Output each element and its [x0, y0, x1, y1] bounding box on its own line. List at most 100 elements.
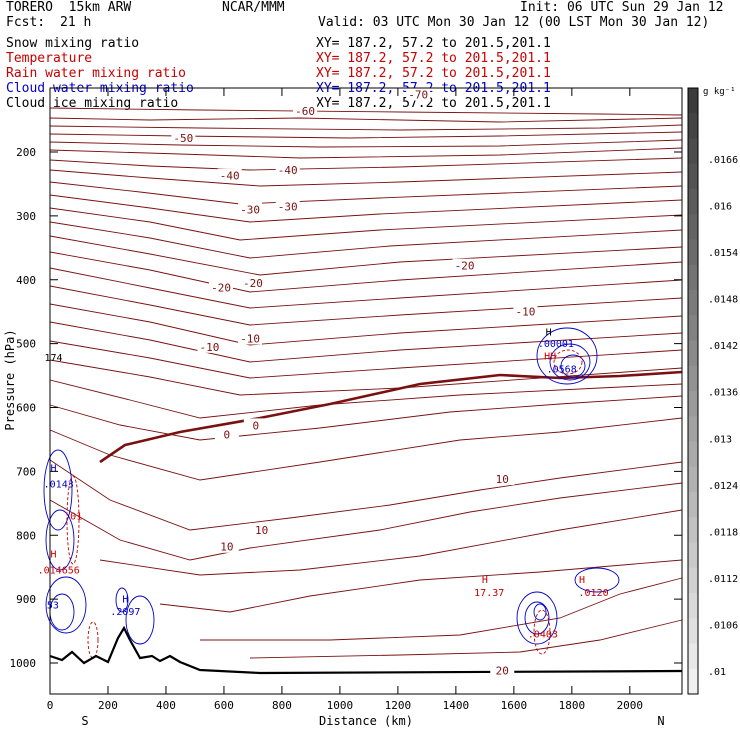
isotherm-line: [49, 340, 683, 379]
contour-label: -70: [408, 89, 428, 102]
colorbar-label: .0136: [708, 388, 738, 399]
colorbar-swatch: [688, 214, 698, 240]
center-title: NCAR/MMM: [222, 0, 285, 15]
extremum-marker: H: [482, 575, 488, 586]
cloud-water-contour: [45, 576, 87, 634]
contour-label: -20: [243, 277, 263, 290]
isotherm-line: [49, 124, 683, 131]
isotherm-line: [49, 321, 683, 363]
model-title: TORERO 15km ARW: [6, 0, 132, 15]
colorbar-swatch: [688, 290, 698, 316]
extremum-value: .0143: [44, 479, 74, 490]
extremum-value: .00001: [538, 339, 574, 350]
contour-label-bg: [406, 87, 431, 101]
contour-labels: -70 -60 -50 -40 -40 -30 -30 -20 -20 -20 -10 -10 -10 0…: [38, 87, 609, 678]
contour-label-bg: [214, 539, 239, 553]
x-tick-label: 2000: [617, 699, 644, 712]
y-tick-label: 1000: [10, 657, 37, 670]
contour-label-bg: [490, 472, 515, 486]
contour-label: -40: [220, 170, 240, 183]
y-tick-label: 400: [16, 274, 36, 287]
colorbar-swatch: [688, 315, 698, 341]
colorbar-swatch: [688, 163, 698, 190]
colorbar-swatch: [688, 466, 698, 493]
isotherm-line: [49, 194, 683, 223]
colorbar-label: .0148: [708, 295, 738, 306]
contour-label-bg: [513, 304, 538, 318]
field-xy-snow: XY= 187.2, 57.2 to 201.5,201.1: [316, 36, 551, 51]
extremum-value: .0120: [579, 588, 609, 599]
colorbar-swatch: [688, 88, 698, 114]
forecast-hour: 21 h: [60, 15, 92, 30]
field-name-rain: Rain water mixing ratio: [6, 66, 187, 81]
contour-label: -50: [173, 132, 193, 145]
colorbar-swatch: [688, 239, 698, 266]
contour-label-bg: [249, 523, 274, 537]
x-tick-label: 1600: [501, 699, 528, 712]
cloud-water-contour: [560, 354, 586, 378]
colorbar-label: .0118: [708, 527, 738, 538]
isotherm-line: [249, 619, 683, 659]
extremum-marker: H: [50, 550, 56, 561]
extremum-value: .01: [64, 511, 82, 522]
isotherm-line: [49, 207, 683, 241]
y-tick-label: 600: [16, 402, 36, 415]
y-tick-label: 800: [16, 529, 36, 542]
contour-label: -40: [278, 164, 298, 177]
field-xy-rain: XY= 187.2, 57.2 to 201.5,201.1: [316, 66, 551, 81]
isotherm-line: [49, 169, 683, 187]
rain-contour: [66, 475, 80, 565]
contour-label-bg: [293, 104, 318, 118]
field-name-temperature: Temperature: [6, 51, 93, 66]
isotherm-line: [49, 359, 683, 396]
extremum-value: .0568: [547, 364, 577, 375]
colorbar-label: .0154: [708, 248, 738, 259]
contour-label: -30: [240, 203, 260, 216]
contour-label: 10: [496, 473, 509, 486]
south-label: S: [81, 714, 88, 728]
extremum-marker: H: [122, 594, 128, 605]
x-tick-label: 1200: [385, 699, 412, 712]
extremum-marker: H: [546, 327, 552, 338]
isotherm-line: [159, 559, 683, 613]
x-tick-label: 400: [156, 699, 176, 712]
extremum-value: 174: [44, 353, 62, 364]
field-xy-cloud-ice: XY= 187.2, 57.2 to 201.5,201.1: [316, 96, 551, 111]
cloud-water-contour: [533, 603, 547, 621]
contour-label-bg: [214, 427, 239, 441]
colorbar-frame: [687, 87, 699, 695]
extremum-value: 17.37: [474, 588, 504, 599]
colorbar-swatch: [688, 593, 698, 619]
cloud-water-contour: [549, 343, 591, 381]
y-tick-label: 500: [16, 338, 36, 351]
colorbar-label: .013: [708, 434, 732, 445]
contour-label-bg: [452, 258, 477, 272]
cloud-water-contour: [516, 591, 558, 645]
colorbar-label: .0112: [708, 574, 738, 585]
isotherm-line: [49, 107, 683, 116]
colorbar-label: .01: [708, 667, 726, 678]
extremum-marker: H: [579, 575, 585, 586]
colorbar-label: .0166: [708, 155, 738, 166]
colorbar-swatch: [688, 492, 698, 518]
cloud-contours: [43, 327, 620, 659]
cloud-water-contour: [125, 595, 155, 645]
contour-label: 10: [220, 541, 233, 554]
forecast-label: Fcst:: [6, 15, 46, 30]
isotherm-line: [49, 221, 683, 259]
contour-label-bg: [275, 162, 300, 176]
colorbar-swatch: [688, 668, 698, 695]
extremum-value: 53: [47, 601, 59, 612]
rain-contour: [533, 609, 551, 655]
rain-contour: [553, 349, 583, 375]
colorbar-swatch: [688, 618, 698, 644]
contour-label: 0: [253, 419, 260, 432]
plot-frame: [49, 87, 683, 695]
contour-label-bg: [197, 339, 222, 353]
contour-label: -20: [455, 260, 475, 273]
field-name-snow: Snow mixing ratio: [6, 36, 140, 51]
cloud-water-contour: [536, 327, 598, 385]
colorbar-label: .0142: [708, 341, 738, 352]
